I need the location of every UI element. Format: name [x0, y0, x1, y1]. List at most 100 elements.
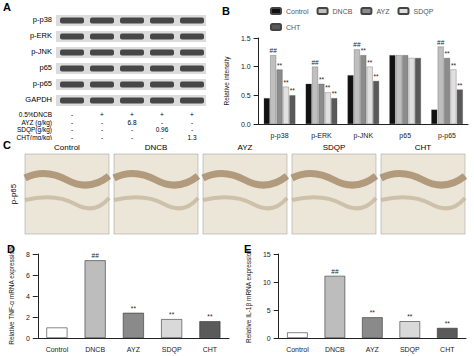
- svg-text:-: -: [71, 119, 73, 126]
- svg-text:**: **: [277, 62, 283, 69]
- svg-text:0: 0: [267, 335, 271, 342]
- svg-text:B: B: [222, 5, 230, 17]
- svg-text:p-p38: p-p38: [271, 132, 289, 140]
- svg-text:##: ##: [270, 47, 278, 54]
- svg-text:0.5: 0.5: [241, 92, 251, 99]
- svg-text:SDQP: SDQP: [323, 143, 346, 152]
- svg-text:0.0: 0.0: [241, 121, 251, 128]
- svg-text:-: -: [71, 126, 73, 133]
- svg-text:AYZ: AYZ: [127, 346, 141, 353]
- svg-text:**: **: [457, 82, 463, 89]
- svg-text:p-JNK: p-JNK: [354, 132, 374, 140]
- svg-text:CHT(mg/kg): CHT(mg/kg): [17, 134, 52, 141]
- svg-text:AYZ: AYZ: [366, 346, 380, 353]
- svg-text:SDQP: SDQP: [413, 8, 433, 16]
- svg-text:AYZ (g/kg): AYZ (g/kg): [21, 118, 52, 126]
- svg-text:A: A: [3, 1, 11, 13]
- svg-text:8: 8: [26, 251, 30, 258]
- svg-text:**: **: [319, 76, 325, 83]
- svg-text:**: **: [367, 59, 373, 66]
- svg-text:SDQP: SDQP: [400, 346, 420, 354]
- svg-text:DNCB: DNCB: [325, 346, 345, 353]
- svg-text:p-ERK: p-ERK: [311, 132, 332, 140]
- svg-text:GAPDH: GAPDH: [25, 95, 52, 104]
- svg-text:-: -: [101, 119, 103, 126]
- svg-text:##: ##: [437, 39, 445, 46]
- svg-text:**: **: [445, 320, 451, 327]
- svg-text:Control: Control: [54, 143, 80, 152]
- svg-text:CHT: CHT: [286, 24, 301, 31]
- svg-text:-: -: [161, 134, 163, 141]
- svg-text:C: C: [3, 139, 11, 151]
- svg-text:**: **: [207, 313, 213, 320]
- svg-text:-: -: [101, 126, 103, 133]
- svg-text:+: +: [100, 111, 104, 118]
- svg-text:D: D: [7, 243, 15, 255]
- svg-text:DNCB: DNCB: [85, 346, 105, 353]
- svg-text:+: +: [160, 111, 164, 118]
- svg-text:CHT: CHT: [203, 346, 218, 353]
- svg-text:1.3: 1.3: [187, 134, 196, 141]
- svg-text:6.8: 6.8: [127, 119, 136, 126]
- svg-text:**: **: [407, 313, 413, 320]
- svg-text:0.5%DNCB: 0.5%DNCB: [19, 111, 52, 118]
- svg-text:-: -: [131, 134, 133, 141]
- svg-text:-: -: [191, 126, 193, 133]
- svg-text:p-JNK: p-JNK: [31, 47, 52, 56]
- svg-text:1.5: 1.5: [241, 35, 251, 42]
- svg-text:-: -: [101, 134, 103, 141]
- svg-text:10: 10: [263, 279, 271, 286]
- svg-text:-: -: [161, 119, 163, 126]
- svg-text:15: 15: [263, 251, 271, 258]
- svg-text:##: ##: [331, 268, 339, 275]
- svg-text:4: 4: [26, 293, 30, 300]
- svg-text:Control: Control: [286, 346, 309, 353]
- svg-text:**: **: [169, 311, 175, 318]
- svg-text:AYZ: AYZ: [238, 143, 253, 152]
- svg-text:CHT: CHT: [415, 143, 432, 152]
- svg-text:**: **: [361, 47, 367, 54]
- svg-text:0: 0: [26, 335, 30, 342]
- svg-text:p65: p65: [39, 63, 52, 72]
- svg-text:+: +: [190, 111, 194, 118]
- svg-text:5: 5: [267, 307, 271, 314]
- svg-text:**: **: [374, 73, 380, 80]
- svg-text:6: 6: [26, 272, 30, 279]
- svg-text:##: ##: [353, 41, 361, 48]
- svg-text:Relative TNF-α mRNA expression: Relative TNF-α mRNA expression: [8, 247, 16, 345]
- svg-text:**: **: [370, 309, 376, 316]
- svg-text:**: **: [131, 305, 137, 312]
- svg-text:**: **: [325, 84, 331, 91]
- svg-text:p-ERK: p-ERK: [30, 31, 52, 40]
- svg-text:Control: Control: [286, 8, 309, 15]
- svg-text:**: **: [290, 87, 296, 94]
- svg-text:##: ##: [311, 59, 319, 66]
- svg-text:##: ##: [92, 252, 100, 259]
- svg-text:-: -: [131, 126, 133, 133]
- svg-text:p-p38: p-p38: [33, 15, 52, 24]
- svg-text:**: **: [332, 90, 338, 97]
- svg-text:p-p65: p-p65: [9, 183, 18, 204]
- svg-text:Relative IL-1β mRNA expression: Relative IL-1β mRNA expression: [245, 249, 253, 343]
- svg-text:-: -: [71, 111, 73, 118]
- svg-text:AYZ: AYZ: [376, 8, 390, 15]
- svg-text:1.0: 1.0: [241, 63, 251, 70]
- svg-text:-: -: [191, 119, 193, 126]
- svg-text:+: +: [130, 111, 134, 118]
- svg-text:0.96: 0.96: [156, 126, 169, 133]
- svg-text:**: **: [445, 50, 451, 57]
- svg-text:Control: Control: [46, 346, 69, 353]
- svg-text:2: 2: [26, 314, 30, 321]
- svg-text:p65: p65: [399, 132, 411, 140]
- svg-text:p-p65: p-p65: [33, 79, 52, 88]
- svg-text:-: -: [71, 134, 73, 141]
- svg-text:DNCB: DNCB: [145, 143, 168, 152]
- svg-text:**: **: [451, 62, 457, 69]
- svg-text:Relative intensity: Relative intensity: [223, 56, 231, 106]
- svg-text:p-p65: p-p65: [438, 132, 456, 140]
- svg-text:CHT: CHT: [440, 346, 455, 353]
- svg-text:E: E: [244, 243, 251, 255]
- svg-text:DNCB: DNCB: [333, 8, 353, 15]
- svg-text:**: **: [283, 79, 289, 86]
- svg-text:SDQP: SDQP: [162, 346, 182, 354]
